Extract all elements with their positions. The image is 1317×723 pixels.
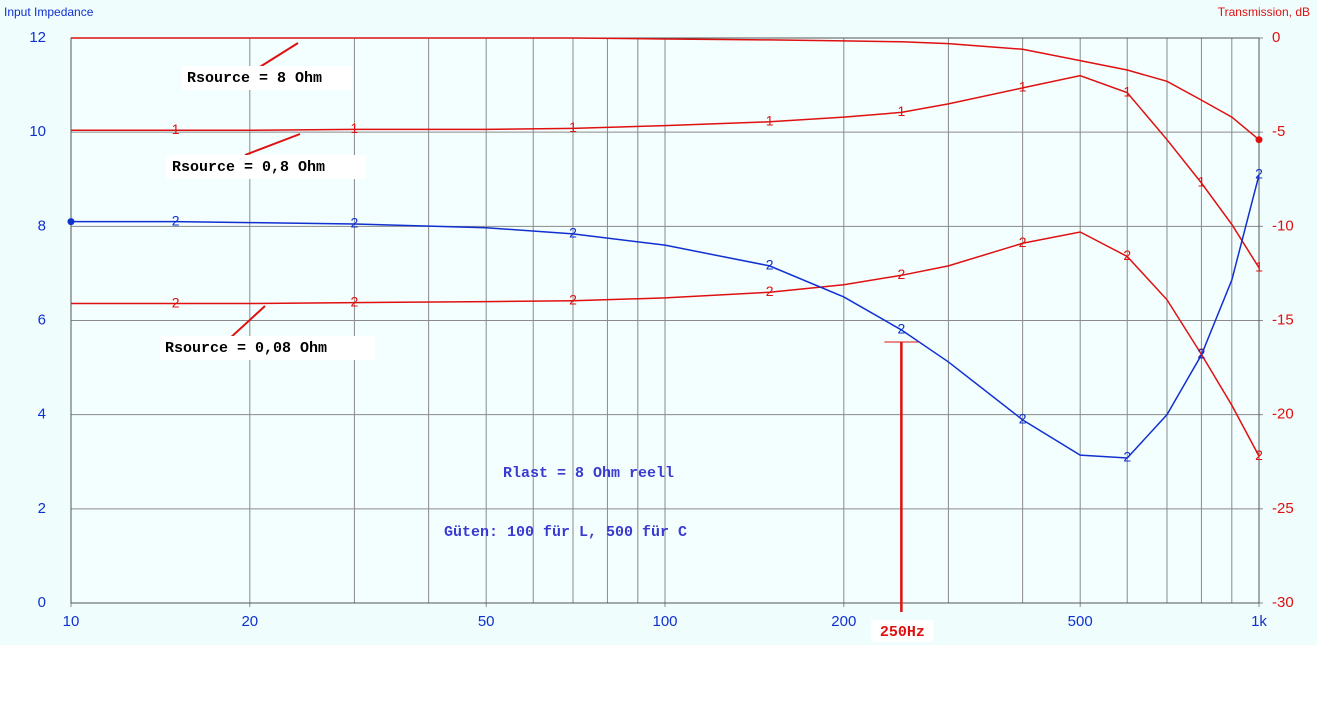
trace-marker: 2 (569, 291, 577, 307)
annotation: Rsource = 8 Ohm (187, 70, 322, 87)
trace-marker: 1 (1019, 79, 1027, 95)
annotation-box (166, 155, 366, 179)
trace-marker: 1 (172, 121, 180, 137)
trace-marker: 1 (766, 113, 774, 129)
trace-marker: 2 (172, 294, 180, 310)
end-dot (1255, 136, 1263, 144)
annotation: Rsource = 0,08 Ohm (165, 340, 327, 357)
y2-tick-label: -30 (1272, 594, 1294, 611)
x-tick-label: 10 (63, 613, 80, 630)
y-axis-label: Input Impedance (4, 5, 94, 19)
trace-marker: 2 (897, 321, 905, 337)
trace-marker: 2 (1255, 447, 1263, 463)
trace-marker: 2 (1255, 166, 1263, 182)
end-dot (67, 218, 75, 226)
trace-marker: 2 (766, 283, 774, 299)
trace-marker: 1 (1255, 258, 1263, 274)
y2-tick-label: -25 (1272, 500, 1294, 517)
series-line (71, 174, 1260, 459)
cursor-label-box (871, 620, 934, 642)
x-tick-label: 50 (478, 613, 495, 630)
plot-frame (70, 37, 1260, 604)
y-tick-label: 0 (38, 594, 46, 611)
trace-marker: 2 (766, 257, 774, 273)
trace-marker: 2 (1019, 411, 1027, 427)
y-tick-label: 12 (29, 29, 46, 46)
annotation: Rlast = 8 Ohm reell (503, 465, 674, 482)
trace-marker: 1 (569, 119, 577, 135)
trace-marker: 2 (351, 293, 359, 309)
y-tick-label: 4 (38, 406, 46, 423)
x-tick-label: 100 (652, 613, 677, 630)
x-tick-label: 200 (831, 613, 856, 630)
annotation: Güten: 100 für L, 500 für C (444, 524, 687, 541)
y2-tick-label: -15 (1272, 311, 1294, 328)
x-tick-label: 500 (1068, 613, 1093, 630)
trace-marker: 2 (351, 215, 359, 231)
trace-marker: 2 (897, 266, 905, 282)
annotation-box (182, 66, 352, 90)
series-line (71, 231, 1260, 457)
trace-marker: 2 (1019, 234, 1027, 250)
x-tick-label: 1k (1251, 613, 1267, 630)
y-tick-label: 6 (38, 311, 46, 328)
y2-tick-label: 0 (1272, 29, 1280, 46)
x-tick-label: 20 (241, 613, 258, 630)
y2-tick-label: -10 (1272, 217, 1294, 234)
trace-marker: 1 (1198, 174, 1206, 190)
y-tick-label: 2 (38, 500, 46, 517)
y-tick-label: 10 (29, 123, 46, 140)
grid (70, 37, 1263, 607)
y-tick-label: 8 (38, 217, 46, 234)
trace-marker: 1 (897, 103, 905, 119)
annotation: Rsource = 0,8 Ohm (172, 159, 325, 176)
series-line (71, 74, 1260, 269)
series-line (71, 37, 1260, 141)
trace-marker: 2 (172, 212, 180, 228)
trace-marker: 2 (1123, 449, 1131, 465)
trace-marker: 1 (1123, 83, 1131, 99)
cursor-label: 250Hz (880, 624, 925, 641)
y2-tick-label: -5 (1272, 123, 1285, 140)
trace-marker: 2 (569, 225, 577, 241)
y2-tick-label: -20 (1272, 406, 1294, 423)
trace-marker: 2 (1198, 346, 1206, 362)
trace-marker: 2 (1123, 247, 1131, 263)
annotation-leaders (227, 42, 301, 341)
trace-marker: 1 (351, 120, 359, 136)
y2-axis-label: Transmission, dB (1218, 5, 1310, 19)
annotation-box (160, 336, 375, 360)
